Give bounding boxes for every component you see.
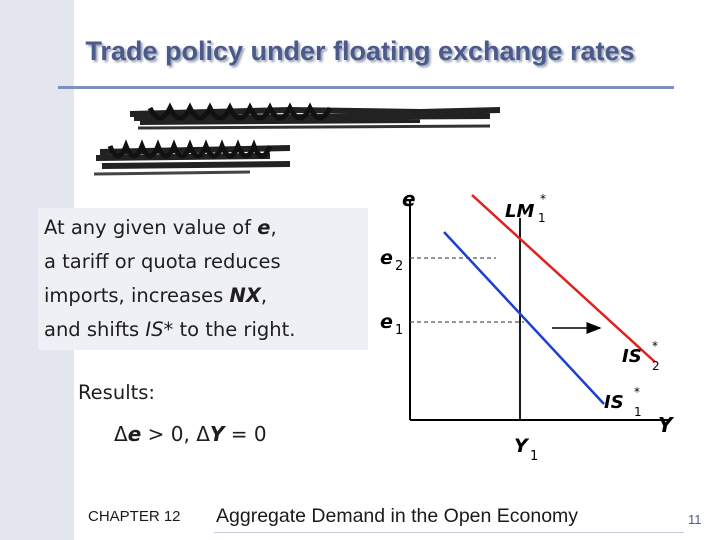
svg-text:IS: IS (604, 392, 624, 413)
svg-text:2: 2 (395, 259, 403, 274)
svg-text:LM: LM (505, 201, 534, 222)
svg-text:IS: IS (622, 346, 642, 367)
svg-text:*: * (634, 385, 640, 399)
svg-text:*: * (540, 192, 546, 206)
svg-text:*: * (652, 339, 658, 353)
is-star-1-label: IS * 1 (604, 385, 642, 419)
svg-text:1: 1 (634, 405, 642, 419)
is-star-2-curve (471, 194, 656, 363)
x-axis-label: Y (658, 413, 675, 437)
explanation-line-4: and shifts IS* to the right. (44, 318, 296, 341)
explanation-box (38, 208, 368, 350)
svg-text:2: 2 (652, 359, 660, 373)
footer-divider (214, 532, 684, 533)
explanation-line-1: At any given value of e, (44, 216, 277, 239)
svg-text:Y: Y (514, 435, 530, 457)
footer-title: Aggregate Demand in the Open Economy (216, 505, 579, 527)
svg-text:1: 1 (530, 449, 538, 464)
svg-text:e: e (380, 247, 393, 269)
tick-e1-label: e 1 (380, 311, 403, 338)
title-divider (58, 86, 674, 89)
tick-y1-label: Y 1 (514, 435, 538, 464)
svg-text:1: 1 (538, 211, 546, 225)
results-expression: Δe > 0, ΔY = 0 (114, 422, 267, 446)
svg-text:1: 1 (395, 323, 403, 338)
is-star-2-label: IS * 2 (622, 339, 660, 373)
page-number: 11 (688, 512, 702, 527)
explanation-line-3: imports, increases NX, (44, 284, 268, 307)
y-axis-label: e (402, 187, 416, 211)
results-label: Results: (78, 381, 155, 404)
svg-text:e: e (380, 311, 393, 333)
footer-chapter-label: CHAPTER 12 (88, 508, 181, 525)
tick-e2-label: e 2 (380, 247, 403, 274)
scribble-scratch-out (93, 102, 501, 176)
explanation-line-2: a tariff or quota reduces (44, 250, 281, 273)
lm-star-label: LM * 1 (505, 192, 546, 225)
slide-title: Trade policy under floating exchange rat… (85, 36, 635, 66)
is-star-1-curve (443, 231, 605, 405)
